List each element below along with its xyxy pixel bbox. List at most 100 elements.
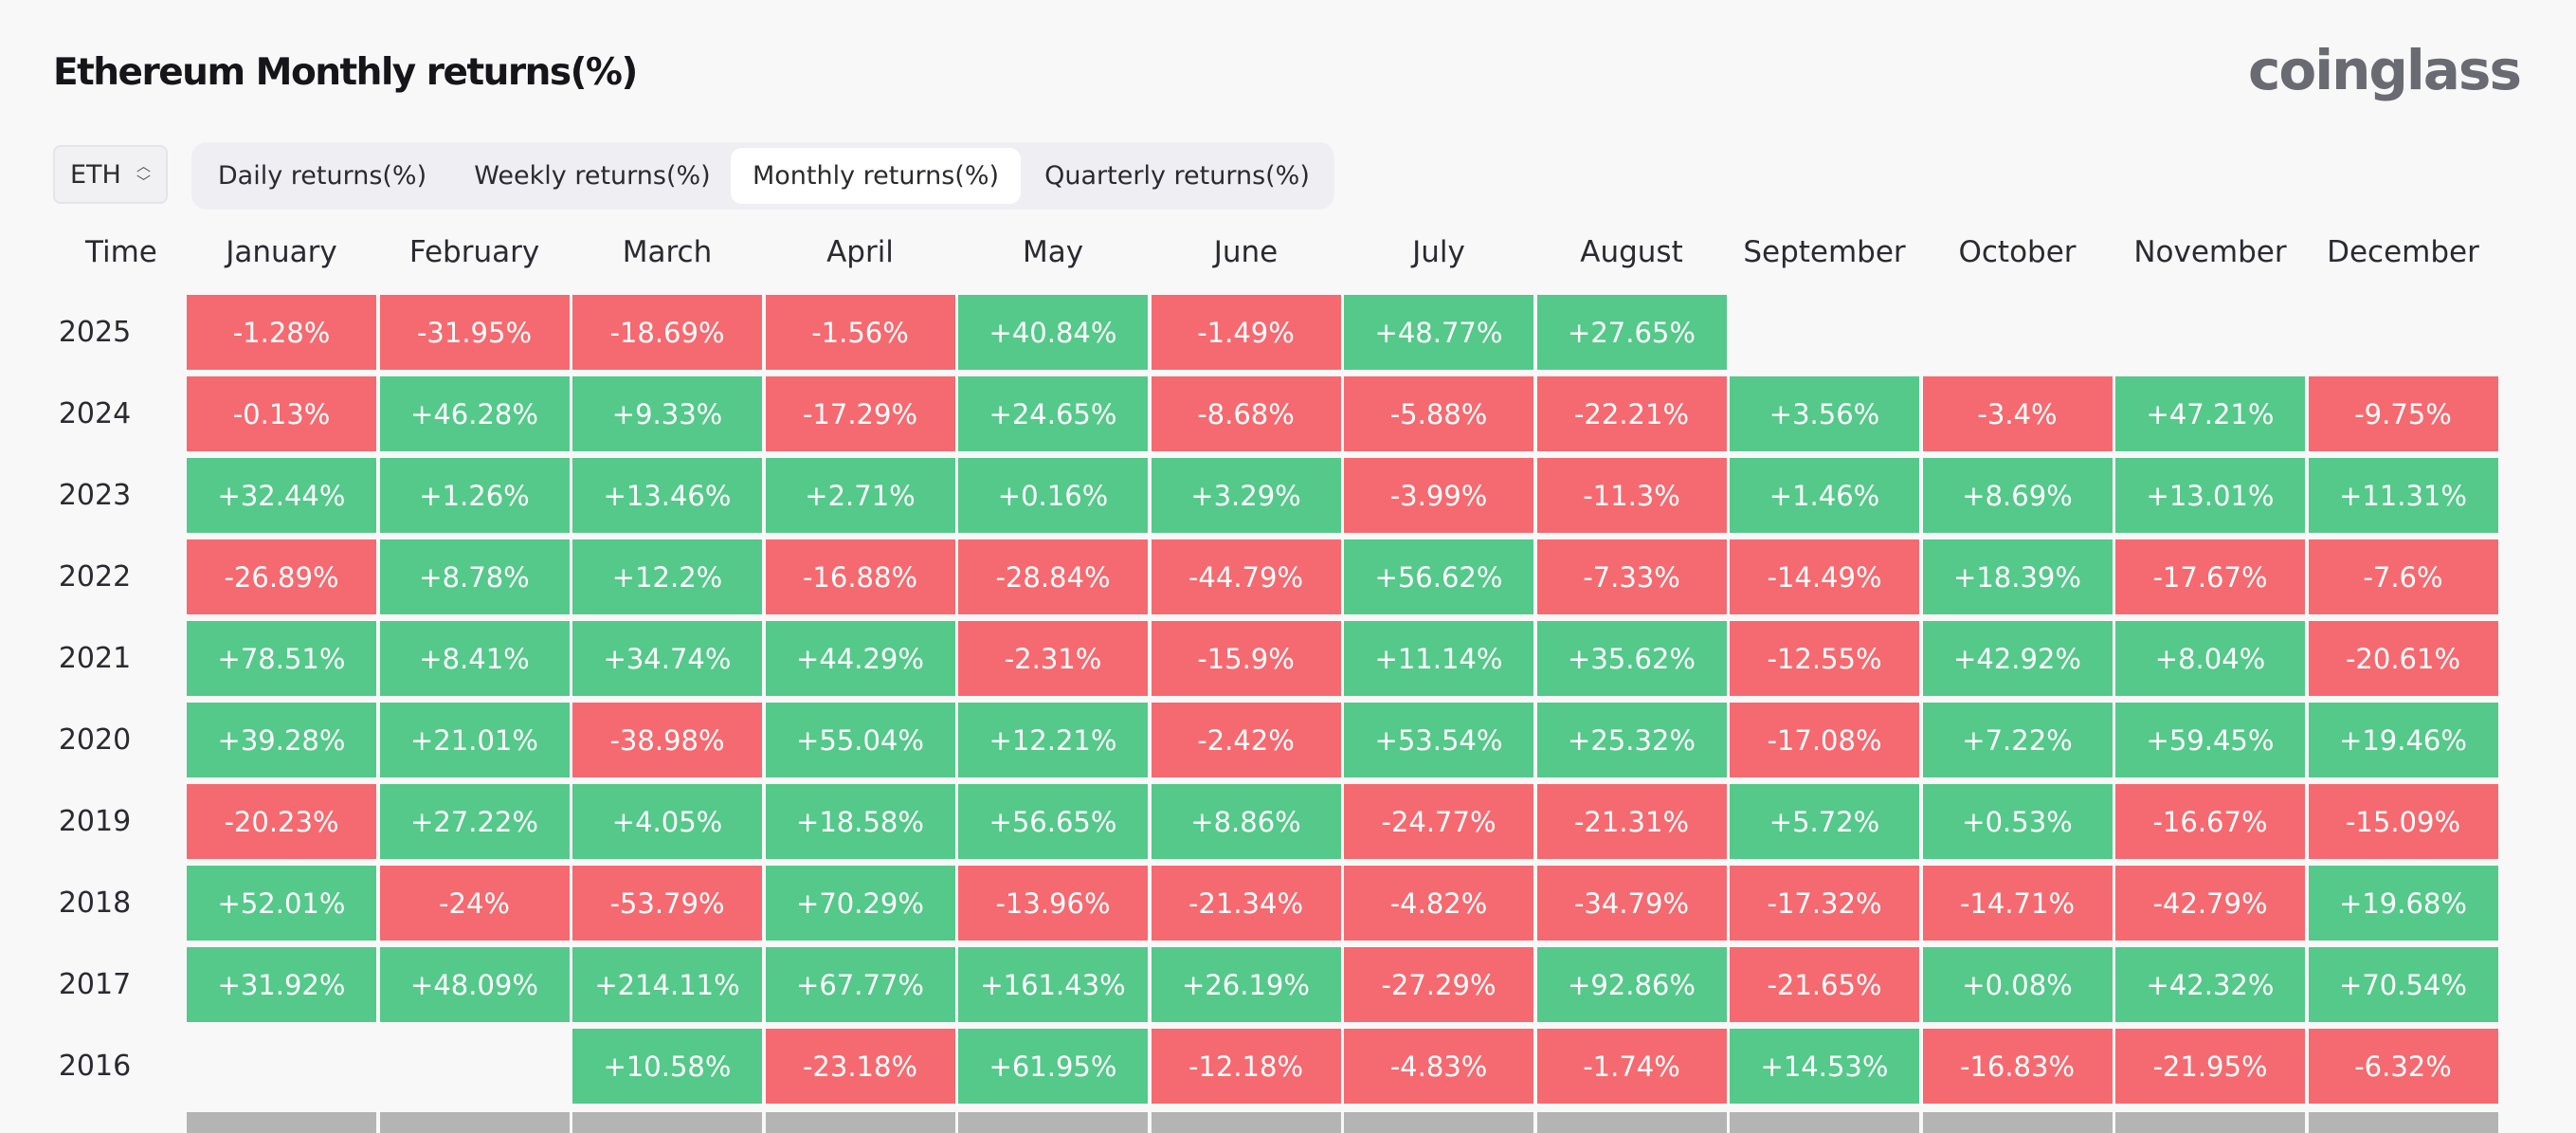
return-cell: -20.61% (2308, 621, 2498, 696)
partial-row-cell (1730, 1112, 1919, 1133)
row-year-label: 2017 (58, 968, 132, 1001)
partial-row-cell (958, 1112, 1148, 1133)
return-cell: +26.19% (1151, 947, 1341, 1022)
return-cell: -5.88% (1344, 376, 1533, 451)
return-cell: +0.53% (1922, 784, 2113, 859)
return-cell: +19.46% (2308, 703, 2498, 777)
return-cell: -23.18% (765, 1029, 955, 1104)
return-cell: -13.96% (958, 866, 1148, 941)
return-cell: -4.83% (1344, 1029, 1533, 1104)
column-header-december: December (2327, 235, 2479, 269)
return-cell: -22.21% (1536, 376, 1727, 451)
return-cell: +70.54% (2308, 947, 2498, 1022)
return-cell: +161.43% (958, 947, 1148, 1022)
row-year-label: 2021 (58, 642, 132, 675)
return-cell: -26.89% (187, 539, 376, 614)
partial-row-cell (1151, 1112, 1341, 1133)
return-cell: -0.13% (187, 376, 376, 451)
return-cell: +48.77% (1344, 295, 1533, 370)
tab-quarterly-returns[interactable]: Quarterly returns(%) (1044, 161, 1310, 191)
column-header-may: May (1022, 235, 1084, 269)
return-cell: +70.29% (765, 866, 955, 941)
return-cell (380, 1029, 570, 1104)
return-cell: -2.31% (958, 621, 1148, 696)
partial-row-cell (1344, 1112, 1533, 1133)
return-cell: +0.16% (958, 458, 1148, 533)
return-cell: -24.77% (1344, 784, 1533, 859)
return-cell: -16.83% (1922, 1029, 2113, 1104)
return-cell: +1.26% (379, 458, 570, 533)
return-cell: -17.08% (1730, 703, 1919, 777)
return-cell: +13.46% (572, 458, 762, 533)
return-cell: -7.6% (2308, 539, 2498, 614)
return-cell: -1.49% (1151, 295, 1341, 370)
return-cell: +19.68% (2308, 866, 2498, 941)
partial-row-cell (379, 1112, 570, 1133)
returns-tabs: Daily returns(%) Weekly returns(%) Month… (191, 142, 1334, 210)
return-cell: -8.68% (1151, 376, 1341, 451)
return-cell: -20.23% (187, 784, 376, 859)
return-cell: -53.79% (572, 866, 762, 941)
symbol-select[interactable]: ETH ︿ ﹀ (53, 145, 168, 204)
return-cell: -1.28% (187, 295, 376, 370)
column-header-january: January (226, 235, 337, 269)
column-header-october: October (1958, 235, 2077, 269)
return-cell: +42.32% (2115, 947, 2305, 1022)
return-cell: -17.67% (2115, 539, 2305, 614)
column-header-march: March (622, 235, 713, 269)
return-cell: -6.32% (2308, 1029, 2498, 1104)
return-cell: +8.78% (379, 539, 570, 614)
return-cell: +55.04% (765, 703, 955, 777)
return-cell: +8.04% (2115, 621, 2305, 696)
return-cell: +32.44% (187, 458, 376, 533)
return-cell: +18.58% (765, 784, 955, 859)
return-cell: +2.71% (765, 458, 955, 533)
return-cell: +14.53% (1730, 1029, 1919, 1104)
return-cell: +53.54% (1344, 703, 1533, 777)
return-cell: -1.74% (1536, 1029, 1727, 1104)
column-header-february: February (408, 235, 540, 269)
return-cell: +92.86% (1536, 947, 1727, 1022)
return-cell: -21.65% (1730, 947, 1919, 1022)
return-cell: +42.92% (1922, 621, 2113, 696)
return-cell: +3.29% (1151, 458, 1341, 533)
return-cell: -2.42% (1151, 703, 1341, 777)
return-cell: -21.95% (2115, 1029, 2305, 1104)
return-cell: +48.09% (379, 947, 570, 1022)
column-header-november: November (2133, 235, 2287, 269)
return-cell: -21.34% (1151, 866, 1341, 941)
tab-weekly-returns[interactable]: Weekly returns(%) (474, 161, 711, 191)
return-cell: -3.99% (1344, 458, 1533, 533)
symbol-select-value: ETH (70, 159, 121, 190)
tab-monthly-returns[interactable]: Monthly returns(%) (731, 148, 1021, 204)
return-cell: +12.21% (958, 703, 1148, 777)
row-year-label: 2018 (58, 886, 132, 920)
return-cell (1730, 295, 1919, 370)
return-cell: +25.32% (1536, 703, 1727, 777)
tab-daily-returns[interactable]: Daily returns(%) (217, 161, 427, 191)
return-cell: +52.01% (187, 866, 376, 941)
return-cell: -42.79% (2115, 866, 2305, 941)
return-cell: -16.88% (765, 539, 955, 614)
return-cell: -38.98% (572, 703, 762, 777)
return-cell: -17.29% (765, 376, 955, 451)
return-cell: -14.71% (1922, 866, 2113, 941)
return-cell: -15.09% (2308, 784, 2498, 859)
return-cell: +11.14% (1344, 621, 1533, 696)
row-year-label: 2016 (58, 1050, 132, 1083)
return-cell: -31.95% (379, 295, 570, 370)
partial-row-cell (1922, 1112, 2113, 1133)
return-cell: +5.72% (1730, 784, 1919, 859)
return-cell: +59.45% (2115, 703, 2305, 777)
return-cell: -16.67% (2115, 784, 2305, 859)
chevron-updown-icon: ︿ ﹀ (136, 157, 151, 191)
partial-row-cell (2308, 1112, 2498, 1133)
return-cell (2115, 295, 2305, 370)
return-cell: +12.2% (572, 539, 762, 614)
return-cell: +3.56% (1730, 376, 1919, 451)
return-cell: +56.65% (958, 784, 1148, 859)
return-cell: +4.05% (572, 784, 762, 859)
return-cell: -18.69% (572, 295, 762, 370)
return-cell: +39.28% (187, 703, 376, 777)
return-cell: +10.58% (572, 1029, 762, 1104)
